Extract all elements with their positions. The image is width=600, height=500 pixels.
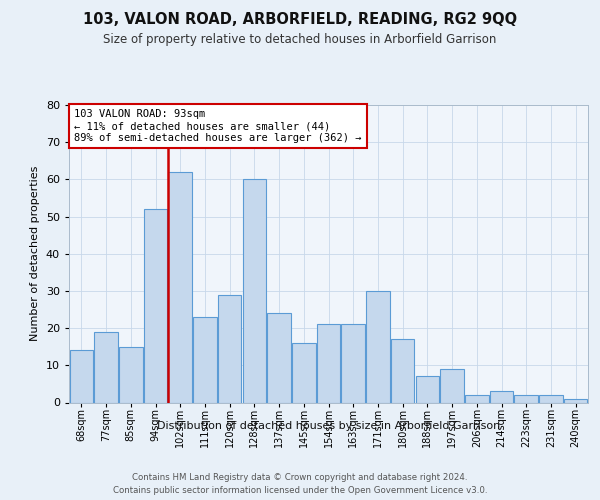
Text: Size of property relative to detached houses in Arborfield Garrison: Size of property relative to detached ho… — [103, 32, 497, 46]
Bar — [292, 343, 316, 402]
Bar — [242, 180, 266, 402]
Bar — [514, 395, 538, 402]
Text: 103 VALON ROAD: 93sqm
← 11% of detached houses are smaller (44)
89% of semi-deta: 103 VALON ROAD: 93sqm ← 11% of detached … — [74, 110, 362, 142]
Bar — [539, 395, 563, 402]
Bar — [341, 324, 365, 402]
Text: 103, VALON ROAD, ARBORFIELD, READING, RG2 9QQ: 103, VALON ROAD, ARBORFIELD, READING, RG… — [83, 12, 517, 28]
Bar — [490, 392, 513, 402]
Bar — [70, 350, 93, 403]
Y-axis label: Number of detached properties: Number of detached properties — [30, 166, 40, 342]
Bar — [193, 317, 217, 402]
Bar — [94, 332, 118, 402]
Bar — [465, 395, 488, 402]
Bar — [119, 346, 143, 403]
Bar — [144, 209, 167, 402]
Text: Contains public sector information licensed under the Open Government Licence v3: Contains public sector information licen… — [113, 486, 487, 495]
Text: Distribution of detached houses by size in Arborfield Garrison: Distribution of detached houses by size … — [157, 421, 500, 431]
Bar — [391, 340, 415, 402]
Bar — [440, 369, 464, 402]
Bar — [564, 399, 587, 402]
Bar — [268, 313, 291, 402]
Bar — [366, 291, 389, 403]
Text: Contains HM Land Registry data © Crown copyright and database right 2024.: Contains HM Land Registry data © Crown c… — [132, 472, 468, 482]
Bar — [218, 294, 241, 403]
Bar — [416, 376, 439, 402]
Bar — [317, 324, 340, 402]
Bar — [169, 172, 192, 402]
